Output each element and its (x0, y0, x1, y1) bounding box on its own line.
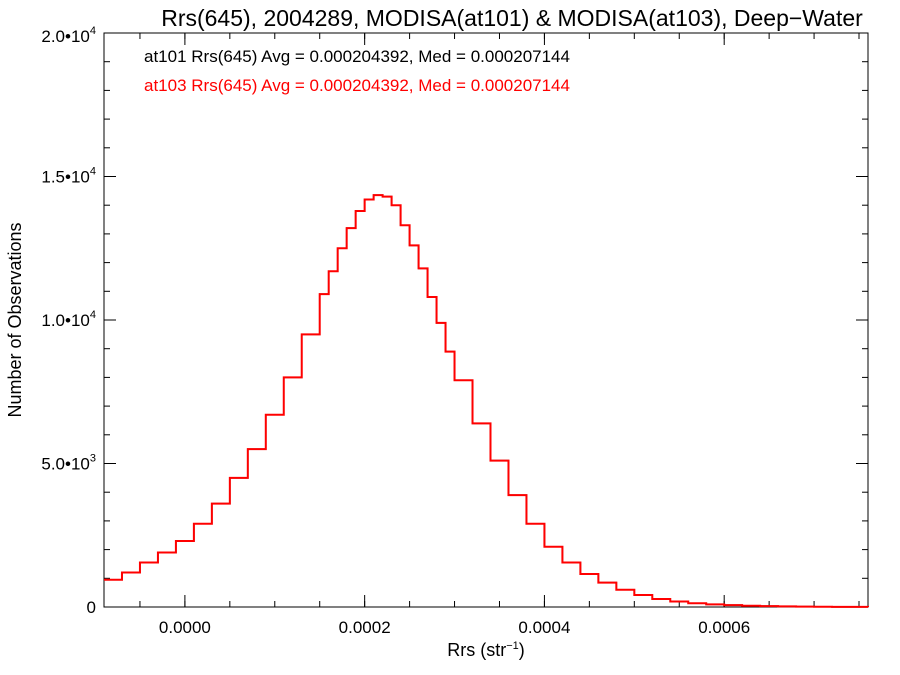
y-tick-label: 1.5•104 (41, 166, 96, 187)
x-axis-label-base: Rrs (str (447, 640, 506, 660)
x-tick-label: 0.0006 (698, 618, 750, 637)
y-tick-exponent: 4 (90, 309, 96, 321)
legend: at101 Rrs(645) Avg = 0.000204392, Med = … (144, 47, 570, 95)
x-axis-label-sup: −1 (506, 640, 519, 652)
y-tick-exponent: 4 (90, 25, 96, 37)
x-tick-label: 0.0004 (518, 618, 570, 637)
y-axis-label: Number of Observations (5, 222, 25, 417)
y-tick-mantissa: 5.0•10 (41, 455, 90, 474)
x-tick-label: 0.0002 (339, 618, 391, 637)
y-tick-mantissa: 1.5•10 (41, 168, 90, 187)
series-line-at103 (104, 194, 869, 608)
legend-entry-at103: at103 Rrs(645) Avg = 0.000204392, Med = … (144, 76, 570, 95)
series-line-at101 (104, 194, 869, 608)
plot-frame (103, 32, 869, 608)
series-layer (104, 194, 869, 608)
x-axis: 0.0000 0.0002 0.0004 0.0006 (139, 33, 860, 637)
x-axis-label: Rrs (str−1) (447, 640, 525, 660)
legend-entry-at101: at101 Rrs(645) Avg = 0.000204392, Med = … (144, 47, 570, 66)
chart-title: Rrs(645), 2004289, MODISA(at101) & MODIS… (161, 5, 863, 31)
y-tick-label: 2.0•104 (41, 25, 96, 46)
y-tick-label: 1.0•104 (41, 309, 96, 330)
y-tick-mantissa: 1.0•10 (41, 311, 90, 330)
y-tick-label: 5.0•103 (41, 453, 96, 474)
x-tick-label: 0.0000 (159, 618, 211, 637)
y-tick-label: 0 (87, 598, 96, 617)
y-tick-exponent: 4 (90, 166, 96, 178)
y-tick-mantissa: 0 (87, 598, 96, 617)
y-tick-mantissa: 2.0•10 (41, 27, 90, 46)
x-axis-label-end: ) (519, 640, 525, 660)
y-tick-exponent: 3 (90, 453, 96, 465)
